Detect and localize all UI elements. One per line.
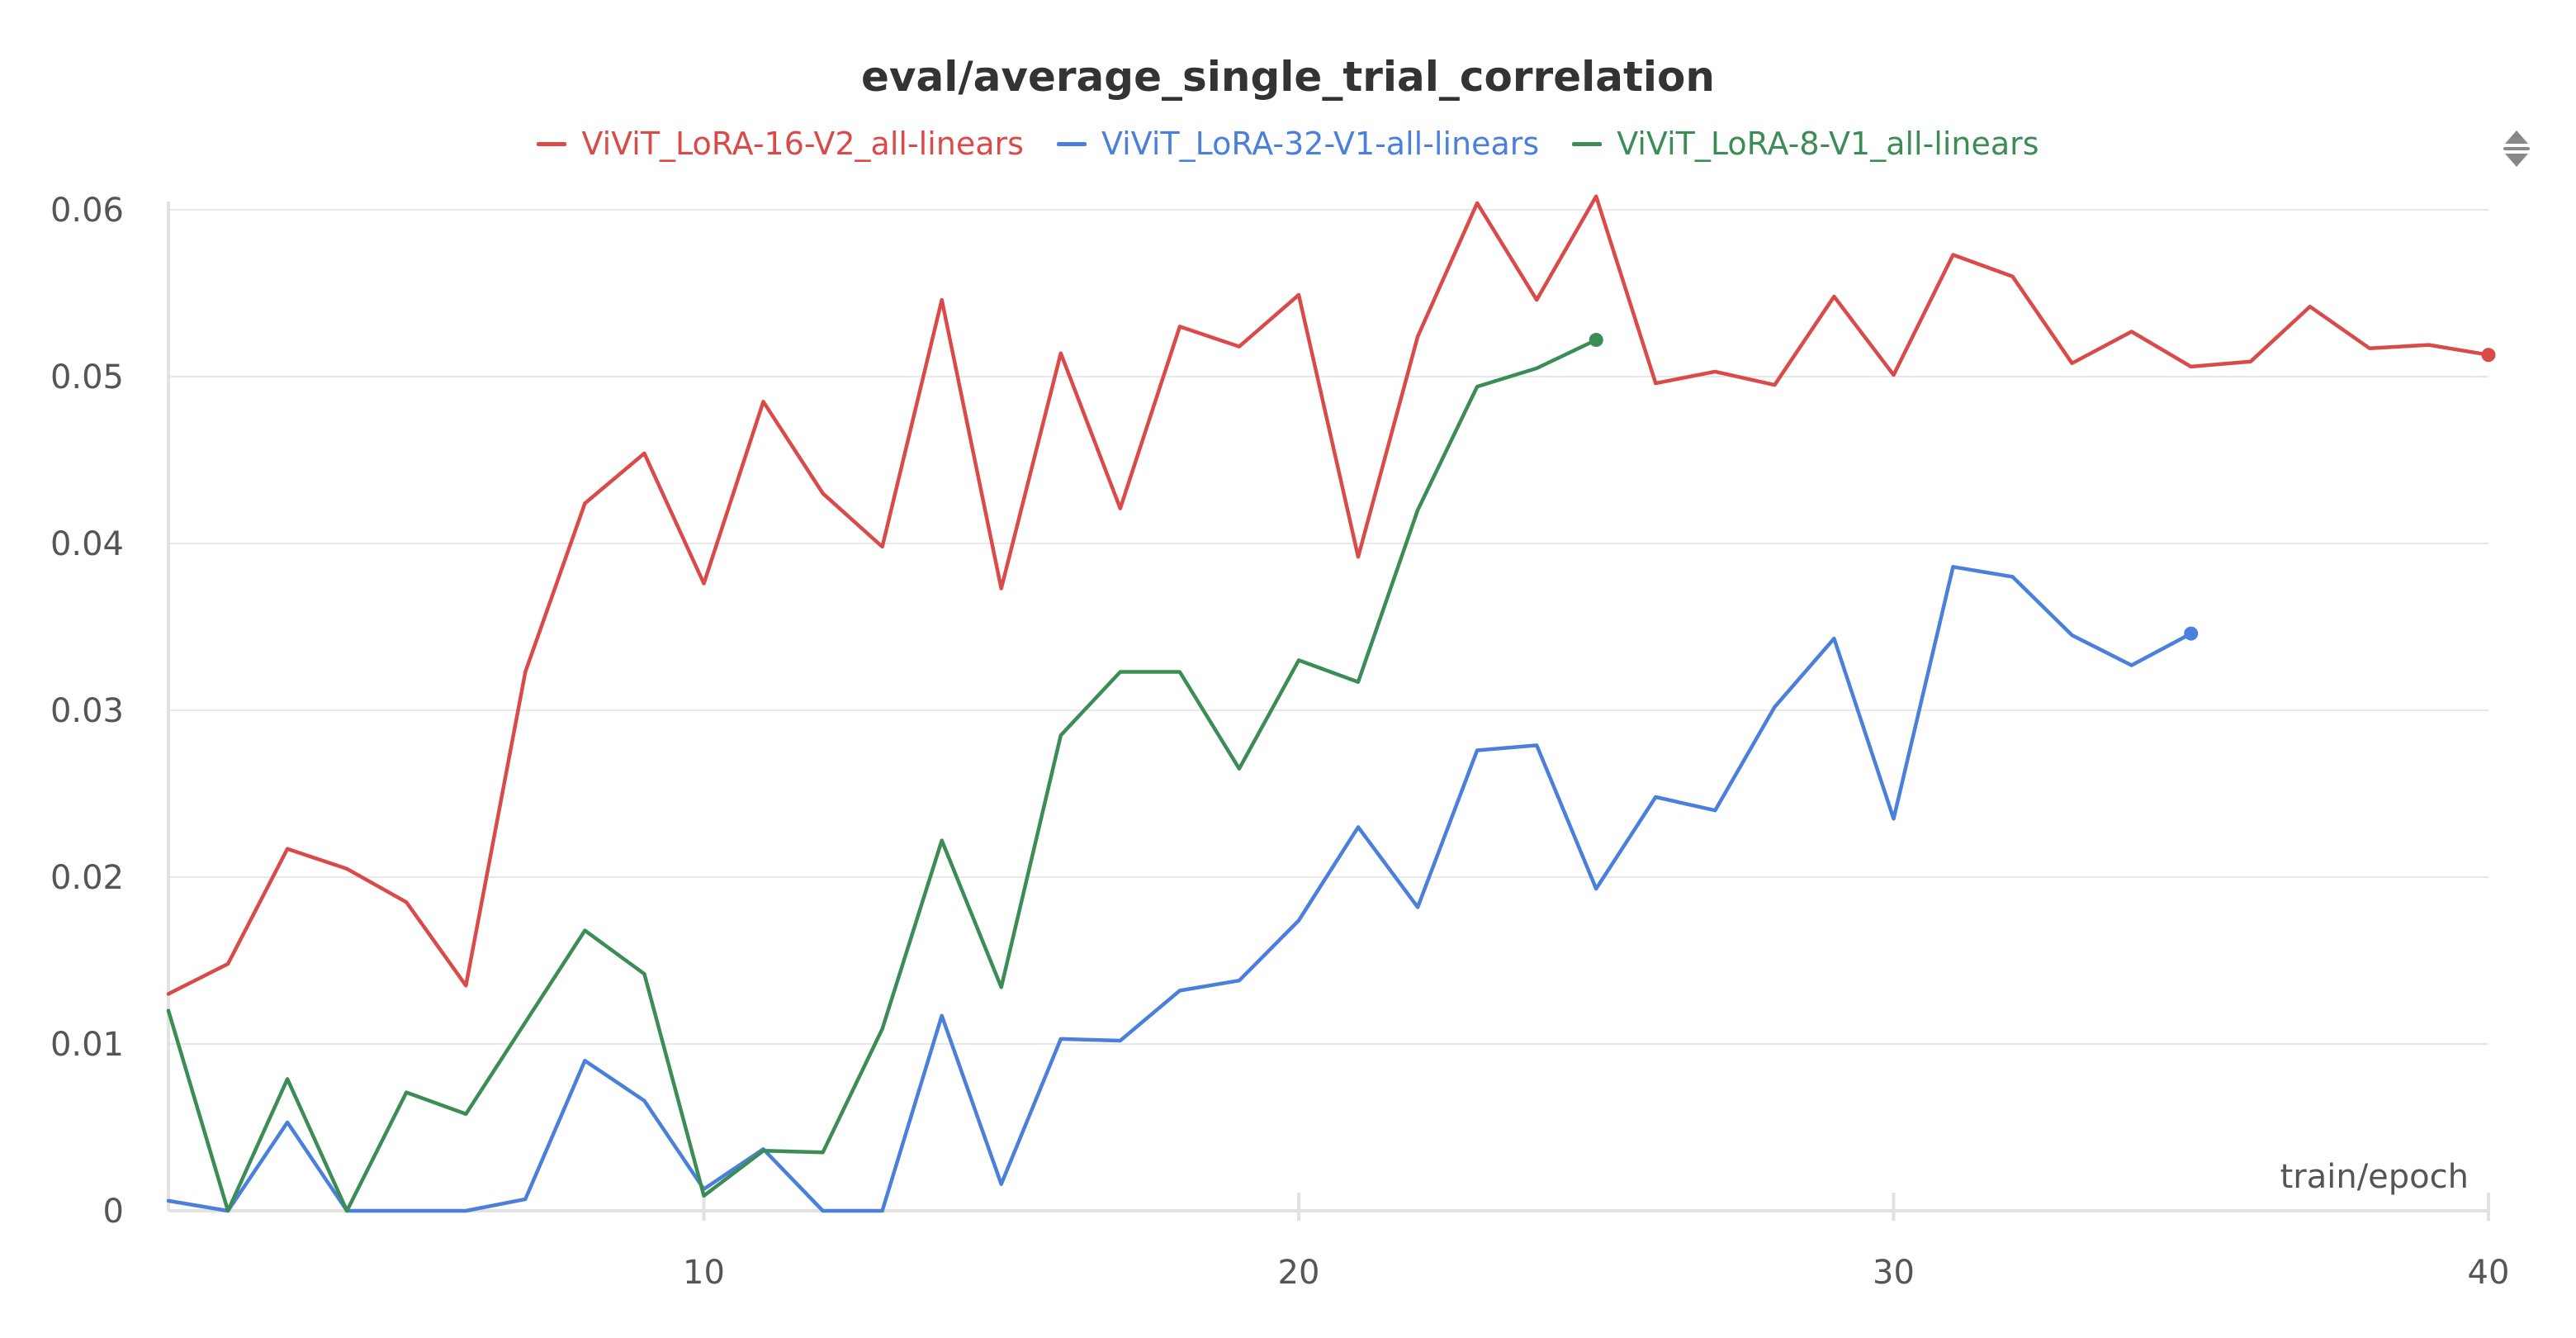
legend-label: ViViT_LoRA-32-V1-all-linears: [1101, 126, 1540, 162]
series-layer: [166, 194, 2496, 1213]
series-line: [166, 338, 1598, 1213]
x-tick-label: 40: [2468, 1254, 2510, 1292]
legend: ViViT_LoRA-16-V2_all-linears ViViT_LoRA-…: [0, 126, 2576, 162]
y-tick-label: 0.02: [50, 859, 124, 897]
series-end-point: [1589, 333, 1603, 348]
x-tick-label: 10: [683, 1254, 725, 1292]
y-tick-label: 0.03: [50, 692, 124, 730]
legend-swatch: [537, 141, 567, 146]
legend-item[interactable]: ViViT_LoRA-32-V1-all-linears: [1056, 126, 1540, 162]
label-layer: 0 0.01 0.02 0.03 0.04 0.05 0.06 10 20 30 40 train/e…: [50, 192, 2510, 1292]
y-tick-label: 0.01: [50, 1026, 124, 1064]
y-tick-label: 0.06: [50, 192, 124, 230]
x-axis-label: train/epoch: [2280, 1158, 2469, 1196]
series-end-point: [2481, 348, 2496, 363]
legend-item[interactable]: ViViT_LoRA-16-V2_all-linears: [537, 126, 1024, 162]
chevron-up-down-icon[interactable]: [2497, 126, 2536, 172]
legend-swatch: [1572, 141, 1603, 146]
series-line: [166, 194, 2491, 996]
legend-label: ViViT_LoRA-16-V2_all-linears: [581, 126, 1024, 162]
y-tick-label: 0: [103, 1193, 124, 1231]
legend-label: ViViT_LoRA-8-V1_all-linears: [1617, 126, 2039, 162]
series-end-point: [2184, 626, 2199, 641]
series-line: [166, 565, 2193, 1213]
x-tick-label: 20: [1278, 1254, 1320, 1292]
y-tick-label: 0.05: [50, 358, 124, 396]
x-tick-label: 30: [1873, 1254, 1915, 1292]
legend-swatch: [1056, 141, 1087, 146]
legend-item[interactable]: ViViT_LoRA-8-V1_all-linears: [1572, 126, 2039, 162]
y-tick-label: 0.04: [50, 525, 124, 563]
chart-title: eval/average_single_trial_correlation: [861, 53, 1715, 101]
